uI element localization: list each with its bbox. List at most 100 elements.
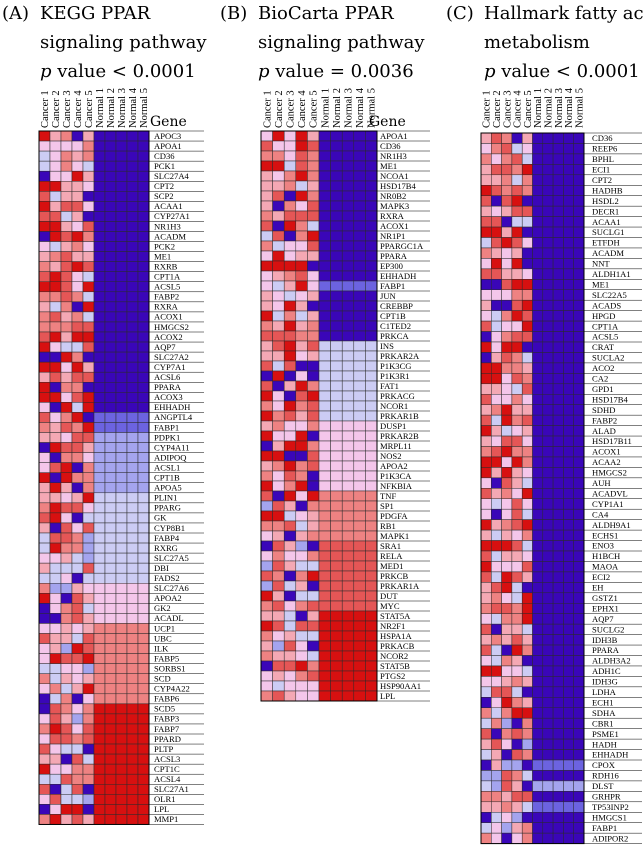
heatmap-cell	[511, 707, 523, 719]
heatmap-cell	[501, 205, 513, 217]
heatmap-cell	[491, 676, 502, 688]
heatmap-cell	[491, 571, 502, 583]
heatmap-cell	[552, 310, 564, 322]
heatmap-cell	[272, 140, 285, 152]
gene-label: PPARA	[154, 382, 182, 392]
heatmap-cell	[93, 432, 106, 443]
gene-label: FABP3	[154, 714, 179, 724]
heatmap-cell	[511, 394, 523, 405]
heatmap-cell	[38, 532, 51, 544]
heatmap-cell	[511, 456, 523, 468]
gene-label: STAT5B	[380, 661, 410, 671]
heatmap-cell	[126, 412, 139, 423]
heatmap-cell	[330, 310, 343, 322]
heatmap-cell	[283, 590, 297, 602]
gene-label: NR1H3	[154, 221, 181, 231]
heatmap-cell	[521, 320, 533, 332]
heatmap-cell	[521, 550, 533, 562]
heatmap-cell	[93, 502, 106, 514]
heatmap-cell	[501, 655, 513, 667]
heatmap-cell	[38, 140, 51, 152]
heatmap-cell	[93, 733, 106, 745]
heatmap-cell	[552, 373, 564, 385]
heatmap-cell	[272, 490, 285, 502]
heatmap-cell	[93, 181, 106, 192]
heatmap-cell	[501, 686, 513, 698]
gene-label: CRAT	[592, 342, 615, 352]
heatmap-cell	[283, 350, 297, 362]
heatmap-cell	[365, 270, 378, 282]
heatmap-cell	[295, 390, 308, 402]
heatmap-cell	[115, 502, 128, 514]
heatmap-cell	[93, 291, 106, 303]
gene-label: IDH3B	[592, 635, 618, 645]
heatmap-cell	[82, 251, 95, 262]
heatmap-cell	[501, 540, 513, 552]
heatmap-cell	[365, 590, 378, 602]
heatmap-cell	[260, 590, 273, 602]
gene-label: RXRA	[380, 211, 405, 221]
heatmap-cell	[552, 341, 564, 353]
heatmap-cell	[71, 693, 84, 705]
heatmap-cell	[137, 804, 150, 815]
heatmap-cell	[480, 717, 492, 729]
heatmap-cell	[532, 582, 544, 594]
heatmap-cell	[71, 392, 84, 403]
heatmap-cell	[49, 643, 62, 654]
heatmap-cell	[353, 200, 366, 212]
heatmap-cell	[501, 185, 513, 196]
heatmap-cell	[71, 763, 84, 775]
heatmap-cell	[542, 279, 554, 290]
heatmap-cell	[71, 733, 84, 745]
heatmap-cell	[93, 191, 106, 202]
heatmap-cell	[532, 247, 544, 259]
heatmap-cell	[126, 271, 139, 283]
heatmap-cell	[307, 240, 320, 252]
heatmap-cell	[272, 180, 285, 192]
heatmap-cell	[49, 281, 62, 293]
heatmap-cell	[307, 190, 320, 202]
heatmap-cell	[283, 380, 297, 392]
heatmap-cell	[330, 350, 343, 362]
heatmap-cell	[542, 571, 554, 583]
heatmap-cell	[341, 360, 355, 372]
heatmap-cell	[341, 460, 355, 472]
heatmap-cell	[563, 561, 574, 573]
heatmap-cell	[82, 713, 95, 725]
heatmap-cell	[115, 271, 128, 283]
heatmap-cell	[532, 331, 544, 343]
heatmap-cell	[295, 560, 308, 572]
heatmap-cell	[49, 623, 62, 634]
heatmap-cell	[126, 130, 139, 142]
heatmap-cell	[49, 472, 62, 484]
heatmap-cell	[480, 822, 492, 834]
heatmap-cell	[272, 580, 285, 592]
heatmap-cell	[552, 644, 564, 656]
heatmap-cell	[137, 331, 150, 343]
heatmap-cell	[295, 240, 308, 252]
heatmap-cell	[93, 271, 106, 283]
heatmap-cell	[501, 498, 513, 510]
panel-c-column-labels: Cancer 1 Cancer 2 Cancer 3 Cancer 4 Cancer 5…	[482, 87, 586, 128]
heatmap-cell	[272, 440, 285, 452]
heatmap-cell	[480, 644, 492, 656]
heatmap-cell	[552, 623, 564, 635]
heatmap-cell	[93, 643, 106, 654]
heatmap-cell	[307, 620, 320, 632]
heatmap-cell	[532, 289, 544, 301]
heatmap-cell	[137, 271, 150, 283]
heatmap-cell	[480, 435, 492, 447]
heatmap-cell	[563, 289, 574, 301]
heatmap-cell	[353, 150, 366, 162]
heatmap-cell	[82, 311, 95, 323]
gene-label: CYP27A1	[154, 211, 190, 221]
heatmap-cell	[137, 653, 150, 664]
heatmap-cell	[521, 373, 533, 385]
heatmap-cell	[330, 530, 343, 542]
heatmap-cell	[104, 683, 117, 695]
heatmap-cell	[330, 500, 343, 512]
heatmap-cell	[511, 791, 523, 803]
heatmap-cell	[573, 289, 585, 301]
heatmap-cell	[38, 392, 51, 403]
heatmap-cell	[93, 603, 106, 614]
